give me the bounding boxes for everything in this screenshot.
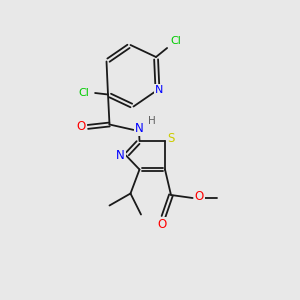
Text: S: S — [167, 132, 175, 145]
Text: Cl: Cl — [171, 36, 182, 46]
Text: O: O — [77, 120, 86, 134]
Text: N: N — [116, 149, 125, 162]
Text: O: O — [195, 190, 204, 203]
Text: Cl: Cl — [79, 88, 89, 98]
Text: H: H — [148, 116, 155, 127]
Text: N: N — [155, 85, 163, 95]
Text: O: O — [158, 218, 166, 231]
Text: N: N — [134, 122, 143, 135]
